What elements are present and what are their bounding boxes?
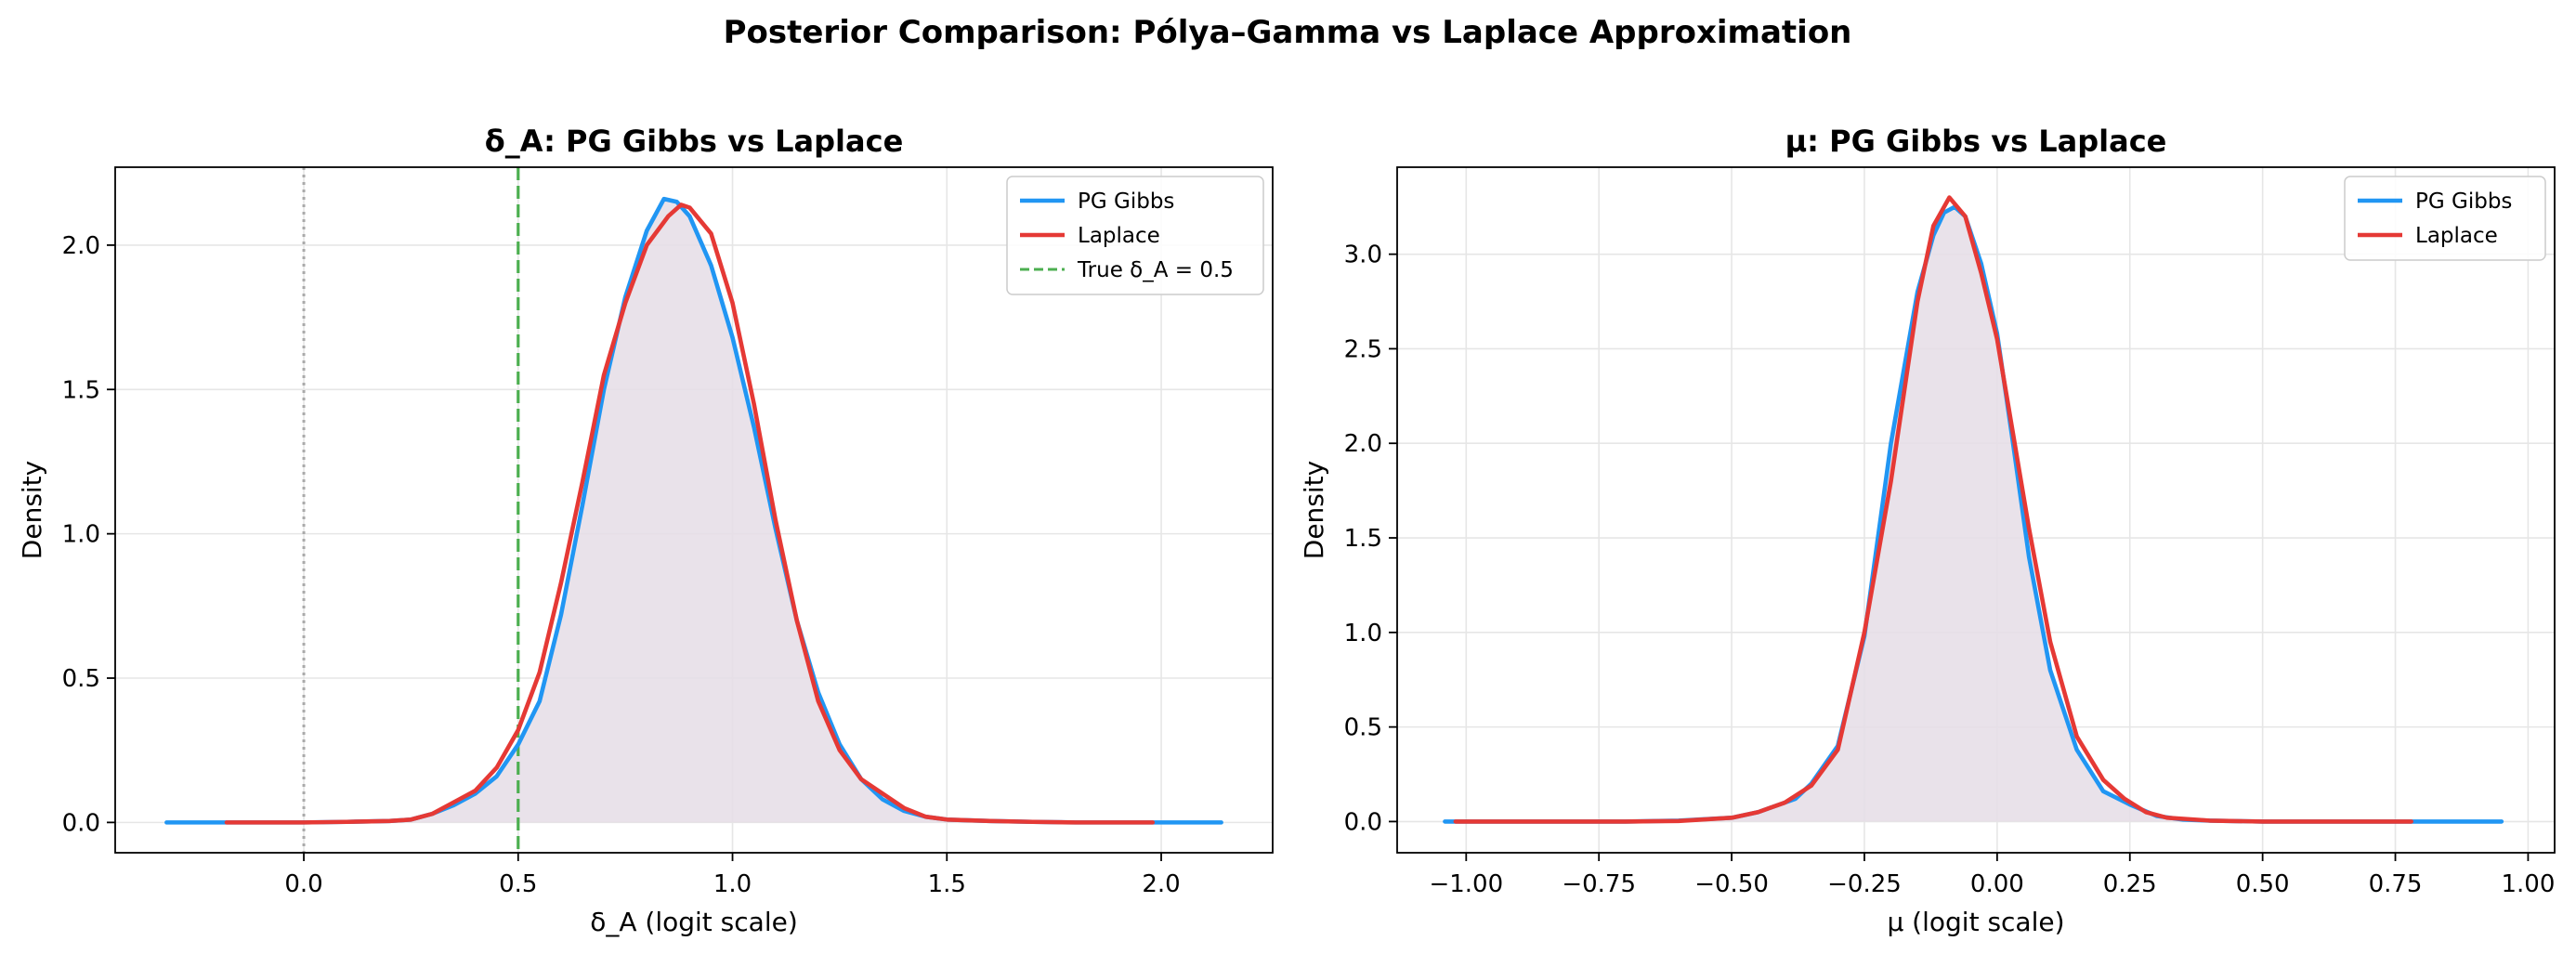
legend-label: Laplace — [1078, 224, 1160, 248]
y-tick-label: 2.0 — [1344, 430, 1382, 458]
y-tick-label: 2.0 — [62, 232, 100, 260]
y-tick-label: 3.0 — [1344, 242, 1382, 269]
y-tick-label: 1.5 — [1344, 525, 1382, 553]
laplace-density-line — [1453, 195, 2413, 824]
axes-frame — [114, 166, 1274, 854]
x-tick-label: 0.50 — [2236, 870, 2290, 898]
plot-area — [1443, 195, 2504, 824]
legend-label: Laplace — [2415, 224, 2498, 248]
density-fill — [1445, 206, 2502, 822]
x-tick-label: −0.25 — [1827, 870, 1902, 898]
x-tick-label: 2.0 — [1142, 870, 1180, 898]
legend: PG Gibbs Laplace True δ_A = 0.5 — [1006, 176, 1264, 295]
x-tick-label: 0.5 — [499, 870, 537, 898]
x-tick-label: 0.25 — [2103, 870, 2157, 898]
laplace-density-line — [224, 203, 1156, 825]
x-tick-label: −1.00 — [1429, 870, 1503, 898]
y-tick-label: 0.0 — [62, 809, 100, 837]
x-tick-label: 1.5 — [928, 870, 966, 898]
legend-box — [2344, 176, 2546, 261]
legend-label: PG Gibbs — [1078, 189, 1174, 214]
x-tick-label: 0.0 — [284, 870, 322, 898]
panel-title: μ: PG Gibbs vs Laplace — [1785, 124, 2167, 159]
x-tick-label: −0.75 — [1562, 870, 1636, 898]
y-axis-label: Density — [17, 461, 47, 559]
x-tick-label: 1.00 — [2501, 870, 2555, 898]
y-tick-label: 0.5 — [62, 665, 100, 693]
panel-title: δ_A: PG Gibbs vs Laplace — [485, 124, 904, 159]
y-axis-label: Density — [1299, 461, 1329, 559]
y-tick-label: 1.0 — [1344, 620, 1382, 647]
y-tick-label: 1.5 — [62, 376, 100, 404]
density-fill — [166, 199, 1222, 823]
x-tick-label: 0.00 — [1970, 870, 2024, 898]
plot-area — [164, 167, 1223, 853]
axes-frame — [1396, 166, 2556, 854]
x-tick-label: −0.50 — [1694, 870, 1769, 898]
x-axis-label: δ_A (logit scale) — [590, 907, 798, 937]
y-tick-label: 0.5 — [1344, 714, 1382, 742]
y-tick-label: 0.0 — [1344, 808, 1382, 836]
x-axis-label: μ (logit scale) — [1887, 907, 2064, 937]
x-tick-label: 0.75 — [2369, 870, 2423, 898]
x-tick-label: 1.0 — [713, 870, 752, 898]
legend-box — [1006, 176, 1264, 295]
legend-label: PG Gibbs — [2415, 189, 2512, 214]
y-tick-label: 1.0 — [62, 521, 100, 549]
figure-suptitle: Posterior Comparison: Pólya–Gamma vs Lap… — [724, 14, 1852, 51]
legend: PG Gibbs Laplace — [2344, 176, 2546, 261]
panel-delta-a: 0.0 0.5 1.0 1.5 2.0 0.0 0.5 1.0 1.5 2.0 δ_A: PG Gi… — [17, 124, 1274, 937]
panel-mu: −1.00 −0.75 −0.50 −0.25 0.00 0.25 0.50 0.75 1.00… — [1299, 124, 2556, 937]
y-tick-label: 2.5 — [1344, 335, 1382, 363]
legend-label: True δ_A = 0.5 — [1077, 258, 1234, 282]
